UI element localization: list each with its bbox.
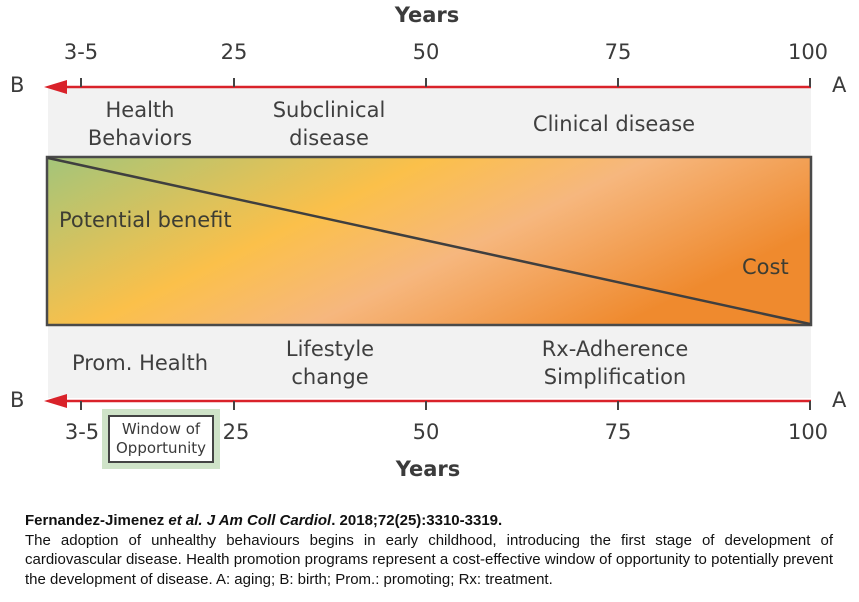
top-tick-label: 75 [604,40,632,64]
stage-lifestyle-change: Lifestyle change [250,335,410,391]
window-of-opportunity-box: Window of Opportunity [108,415,214,463]
stage-health-behaviors: Health Behaviors [60,96,220,152]
bottom-tick-label: 25 [222,420,250,444]
caption-reference: . 2018;72(25):3310-3319. [331,512,503,529]
top-aging-label: A [832,73,847,97]
bottom-tick-label: 50 [412,420,440,444]
bottom-axis-title: Years [395,457,461,481]
bottom-tick-label: 100 [787,420,829,444]
bottom-tick-label: 3-5 [64,420,100,444]
cost-label: Cost [742,255,789,279]
caption-body: The adoption of unhealthy behaviours beg… [25,531,833,588]
bottom-arrowhead-icon [44,394,67,408]
bottom-aging-label: A [832,388,847,412]
stage-clinical-disease: Clinical disease [532,112,696,136]
stage-prom-health: Prom. Health [71,351,209,375]
window-line: Opportunity [115,439,206,457]
bottom-birth-label: B [10,388,25,412]
stage-line: Health [105,98,175,122]
top-birth-label: B [10,73,25,97]
benefit-cost-divider [47,156,811,326]
bottom-ticks [80,401,811,410]
stage-line: change [291,365,369,389]
bottom-stage-band [48,326,811,398]
window-of-opportunity: Window of Opportunity [102,409,220,469]
stage-line: Simplification [543,365,687,389]
bottom-tick-label: 75 [604,420,632,444]
top-arrowhead-icon [44,80,67,94]
potential-benefit-label: Potential benefit [59,208,232,232]
stage-rx-adherence: Rx-Adherence Simplification [505,335,725,391]
window-line: Window of [121,420,201,438]
caption-author: Fernandez-Jimenez [25,512,165,529]
stage-line: disease [289,126,369,150]
caption-etal: et al. [168,512,203,529]
caption-citation: Fernandez-Jimenez et al. J Am Coll Cardi… [25,511,833,531]
stage-line: Behaviors [87,126,193,150]
top-ticks [80,78,811,87]
top-tick-label: 50 [412,40,440,64]
top-tick-label: 100 [787,40,829,64]
stage-line: Subclinical [272,98,386,122]
stage-line: Rx-Adherence [541,337,689,361]
top-axis-title: Years [394,3,460,27]
top-tick-label: 25 [220,40,248,64]
caption-journal: J Am Coll Cardiol [206,512,332,529]
top-tick-label: 3-5 [63,40,99,64]
top-stage-band [48,88,811,156]
stage-subclinical-disease: Subclinical disease [249,96,409,152]
stage-line: Lifestyle [285,337,375,361]
figure-caption: Fernandez-Jimenez et al. J Am Coll Cardi… [25,511,833,589]
